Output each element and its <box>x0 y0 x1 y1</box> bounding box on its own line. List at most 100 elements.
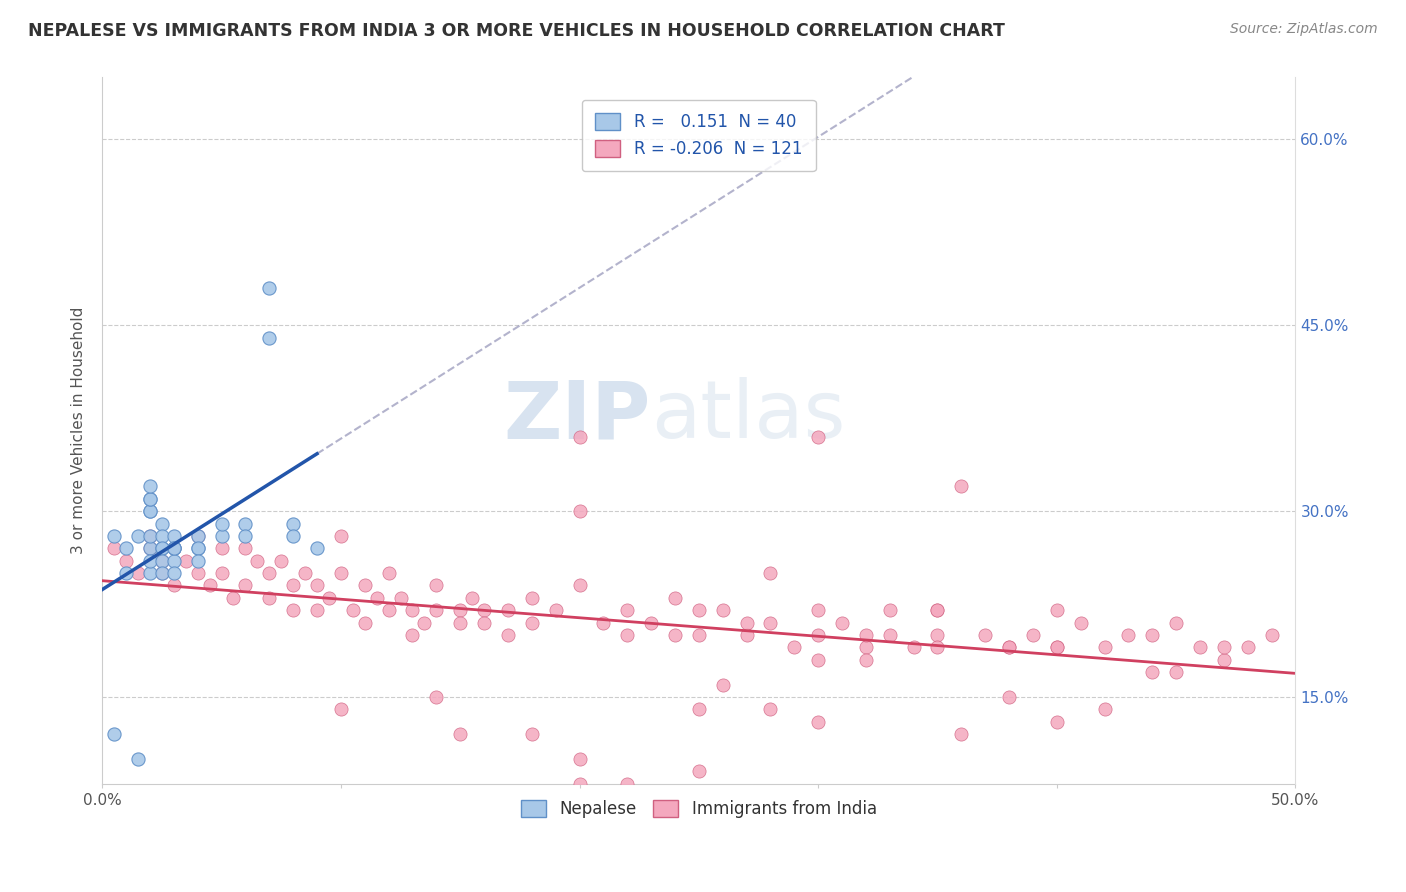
Point <box>688 702 710 716</box>
Point <box>281 529 304 543</box>
Point <box>139 566 162 580</box>
Point <box>1212 640 1234 655</box>
Point <box>139 541 162 556</box>
Point <box>855 640 877 655</box>
Point <box>568 789 591 804</box>
Point <box>1094 640 1116 655</box>
Point <box>115 566 138 580</box>
Point <box>807 714 830 729</box>
Point <box>281 578 304 592</box>
Point <box>640 615 662 630</box>
Point <box>211 516 233 531</box>
Point <box>163 554 186 568</box>
Point <box>1260 628 1282 642</box>
Point <box>198 578 221 592</box>
Point <box>974 628 997 642</box>
Point <box>281 603 304 617</box>
Y-axis label: 3 or more Vehicles in Household: 3 or more Vehicles in Household <box>72 307 86 554</box>
Point <box>222 591 245 605</box>
Point <box>759 702 782 716</box>
Point <box>1046 603 1069 617</box>
Point <box>425 578 447 592</box>
Point <box>139 504 162 518</box>
Point <box>377 566 399 580</box>
Point <box>520 727 543 741</box>
Point <box>150 541 173 556</box>
Point <box>903 640 925 655</box>
Point <box>568 752 591 766</box>
Point <box>1166 615 1188 630</box>
Point <box>150 566 173 580</box>
Point <box>187 529 209 543</box>
Point <box>103 529 125 543</box>
Point <box>496 603 519 617</box>
Point <box>163 541 186 556</box>
Point <box>163 529 186 543</box>
Point <box>401 603 423 617</box>
Point <box>1142 665 1164 680</box>
Point <box>664 591 686 605</box>
Point <box>449 603 471 617</box>
Point <box>150 554 173 568</box>
Point <box>688 764 710 779</box>
Legend: Nepalese, Immigrants from India: Nepalese, Immigrants from India <box>515 793 883 825</box>
Point <box>783 640 806 655</box>
Point <box>353 615 375 630</box>
Point <box>187 541 209 556</box>
Point <box>998 690 1021 704</box>
Point <box>927 640 949 655</box>
Point <box>616 628 638 642</box>
Text: Source: ZipAtlas.com: Source: ZipAtlas.com <box>1230 22 1378 37</box>
Point <box>305 603 328 617</box>
Point <box>711 603 734 617</box>
Point <box>139 491 162 506</box>
Point <box>353 578 375 592</box>
Text: atlas: atlas <box>651 377 845 456</box>
Point <box>139 479 162 493</box>
Point <box>425 603 447 617</box>
Point <box>103 541 125 556</box>
Point <box>163 541 186 556</box>
Point <box>115 554 138 568</box>
Point <box>1188 640 1211 655</box>
Point <box>998 640 1021 655</box>
Point <box>927 603 949 617</box>
Point <box>855 653 877 667</box>
Point <box>1046 640 1069 655</box>
Point <box>544 603 567 617</box>
Point <box>879 628 901 642</box>
Point <box>366 591 388 605</box>
Point <box>150 541 173 556</box>
Point <box>664 628 686 642</box>
Point <box>807 653 830 667</box>
Point <box>150 529 173 543</box>
Point <box>496 628 519 642</box>
Point <box>998 640 1021 655</box>
Point <box>139 554 162 568</box>
Point <box>449 727 471 741</box>
Point <box>1022 628 1045 642</box>
Point <box>139 529 162 543</box>
Point <box>329 702 352 716</box>
Point <box>1236 640 1258 655</box>
Point <box>235 578 257 592</box>
Point <box>616 603 638 617</box>
Point <box>855 628 877 642</box>
Point <box>568 504 591 518</box>
Text: ZIP: ZIP <box>503 377 651 456</box>
Point <box>735 615 758 630</box>
Point <box>139 504 162 518</box>
Point <box>139 491 162 506</box>
Point <box>472 603 495 617</box>
Point <box>1142 628 1164 642</box>
Point <box>1070 615 1092 630</box>
Point <box>461 591 484 605</box>
Point <box>472 615 495 630</box>
Point <box>127 529 149 543</box>
Point <box>127 752 149 766</box>
Point <box>235 529 257 543</box>
Point <box>259 281 281 295</box>
Point <box>759 566 782 580</box>
Point <box>281 516 304 531</box>
Point <box>163 578 186 592</box>
